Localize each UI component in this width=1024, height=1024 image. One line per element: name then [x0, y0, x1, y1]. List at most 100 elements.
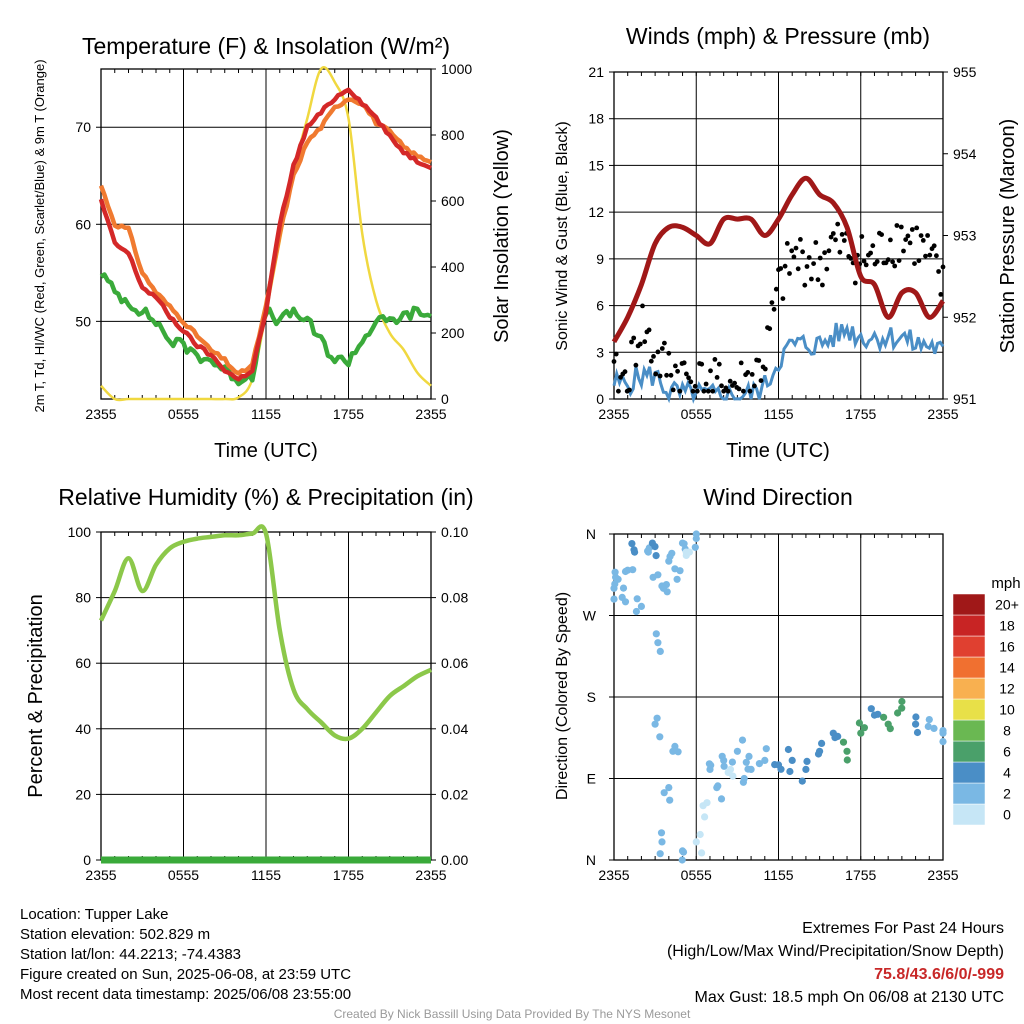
temp-ylabel-right: Solar Insolation (Yellow) [491, 129, 513, 343]
direction-point [671, 742, 679, 751]
rh-ytick-right-label: 0.10 [441, 524, 468, 540]
colorbar-swatch [952, 719, 986, 742]
direction-point [673, 575, 681, 583]
wind-ylabel-left: Sonic Wind & Gust (Blue, Black) [554, 121, 571, 350]
gust-point [791, 254, 797, 260]
gust-point [629, 339, 634, 345]
direction-point [784, 745, 793, 754]
gust-point [828, 234, 834, 240]
gust-point [806, 255, 812, 260]
temp-ytick-label: 70 [75, 119, 91, 135]
dir-title: Wind Direction [703, 484, 853, 510]
gust-point [907, 240, 913, 246]
colorbar-label: 4 [1003, 765, 1011, 781]
gust-point [686, 375, 691, 381]
direction-point [860, 724, 869, 732]
direction-point [630, 546, 638, 554]
gust-point [936, 269, 941, 274]
wind-plot-area: 0 3 6 9 12 15 18 21 951 952 953 954 955 2355 0555 1155 1… [588, 64, 976, 422]
direction-point [651, 543, 659, 551]
direction-point [720, 762, 728, 770]
direction-point [803, 757, 811, 766]
direction-point [696, 830, 704, 839]
gust-point [824, 266, 830, 272]
gust-point [780, 296, 786, 301]
temp-ytick-right-label: 400 [441, 259, 465, 275]
temp-xtick-label: 2355 [415, 406, 446, 422]
wind-ytick-label: 0 [596, 391, 604, 407]
wind-ylabel-right: Station Pressure (Maroon) [997, 119, 1019, 354]
direction-point [610, 595, 618, 603]
gust-point [879, 232, 884, 238]
recent-timestamp: Most recent data timestamp: 2025/06/08 2… [20, 986, 352, 1003]
direction-point [629, 566, 637, 574]
temp-ylabel-left: 2m T, Td, HI/WC (Red, Green, Scarlet/Blu… [32, 59, 47, 412]
temp-xtick-label: 1155 [251, 406, 281, 422]
gust-point [756, 358, 762, 363]
direction-point [653, 714, 661, 722]
direction-point [771, 761, 779, 769]
extremes-values: 75.8/43.6/6/0/-999 [874, 966, 1004, 983]
rh-ytick-label: 20 [75, 786, 91, 802]
gust-point [931, 243, 937, 249]
colorbar-label: 8 [1003, 723, 1011, 739]
rh-xtick-label: 2355 [415, 867, 446, 883]
wind-ytick-label: 9 [596, 251, 604, 267]
gust-point [668, 372, 674, 378]
direction-point [717, 795, 726, 803]
dir-xtick-label: 2355 [927, 867, 958, 883]
wind-ytick-label: 3 [596, 344, 604, 360]
gust-point [888, 237, 893, 243]
direction-point [628, 540, 636, 548]
panel-humidity: Relative Humidity (%) & Precipitation (i… [25, 484, 474, 883]
wind-ytick-label: 6 [596, 298, 604, 314]
wind-xtick-label: 1755 [845, 406, 876, 422]
wind-ytick-label: 21 [588, 64, 604, 80]
gust-point [741, 388, 746, 394]
gust-point [848, 256, 854, 261]
rh-line [98, 524, 432, 742]
gust-point [631, 335, 637, 341]
gust-point [648, 358, 654, 364]
direction-point [857, 729, 865, 737]
rh-ytick-right-label: 0.04 [441, 721, 468, 737]
max-gust: Max Gust: 18.5 mph On 06/08 at 2130 UTC [694, 989, 1005, 1006]
direction-point [939, 727, 947, 735]
temp-xtick-label: 1755 [333, 406, 364, 422]
wind-ytick-label: 15 [588, 157, 604, 173]
direction-point [611, 568, 619, 576]
direction-point [762, 745, 770, 753]
dir-ytick-label: N [586, 852, 596, 868]
gust-point [684, 371, 689, 377]
wind-ytick-right-label: 954 [953, 146, 977, 162]
colorbar-title: mph [991, 575, 1020, 592]
temp-ytick-label: 50 [75, 313, 91, 329]
gust-point [736, 386, 742, 392]
direction-point [912, 720, 920, 728]
rh-title: Relative Humidity (%) & Precipitation (i… [58, 484, 473, 510]
dir-xtick-label: 1755 [845, 867, 876, 883]
direction-point [912, 713, 920, 721]
direction-point [621, 598, 630, 606]
direction-point [814, 750, 823, 758]
gust-point [745, 370, 751, 375]
gust-point [903, 237, 909, 243]
gust-point [725, 388, 731, 394]
dir-ylabel-left: Direction (Colored By Speed) [554, 592, 571, 800]
dir-xtick-label: 2355 [598, 867, 629, 883]
direction-point [611, 580, 619, 588]
gust-point [640, 303, 645, 309]
colorbar-swatch [952, 656, 986, 679]
station-info: Location: Tupper Lake Station elevation:… [20, 905, 351, 1005]
gust-point [787, 271, 792, 276]
gust-point [681, 360, 687, 366]
direction-point [698, 849, 706, 857]
temp-series-line [98, 87, 432, 382]
direction-point [930, 724, 938, 733]
station-elevation: Station elevation: 502.829 m [20, 926, 211, 943]
gust-point [653, 371, 659, 377]
gust-point [861, 258, 867, 264]
gust-point [852, 280, 858, 286]
direction-point [843, 747, 851, 755]
direction-point [666, 552, 674, 561]
